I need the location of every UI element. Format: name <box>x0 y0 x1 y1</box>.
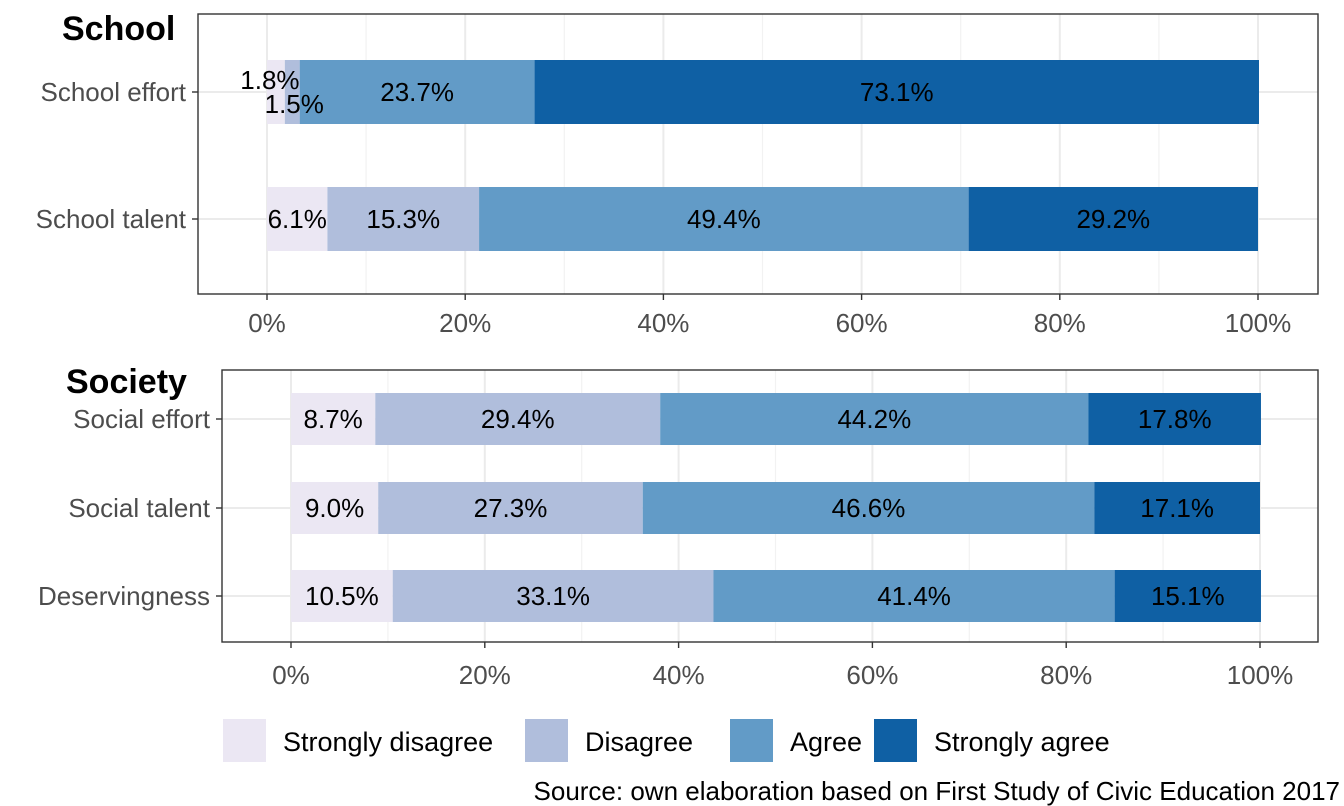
data-label-school-talent-agree: 49.4% <box>687 204 761 234</box>
legend-key-agree <box>730 719 773 762</box>
category-label-deservingness: Deservingness <box>38 581 210 611</box>
data-label-school-effort-strongly-disagree: 1.8% <box>240 65 299 95</box>
category-label-social-effort: Social effort <box>73 404 211 434</box>
x-tick-label: 100% <box>1227 660 1294 690</box>
bar-social-effort-strongly-disagree <box>291 393 376 445</box>
panel-school: 1.8%1.5% 23.7% 73.1% 6.1% 15.3% 49.4% 29.2% Sch… <box>36 10 1319 338</box>
data-label-social-effort-strongly-disagree: 8.7% <box>304 404 363 434</box>
x-tick-label: 20% <box>439 308 491 338</box>
x-tick-label: 0% <box>248 308 286 338</box>
category-label-school-talent: School talent <box>36 204 187 234</box>
data-label-school-talent-strongly-disagree: 6.1% <box>268 204 327 234</box>
legend: Strongly disagree Disagree Agree Strongly a… <box>223 719 1110 762</box>
bar-school-talent-strongly-disagree <box>267 187 328 251</box>
x-tick-label: 0% <box>272 660 310 690</box>
data-label-deservingness-strongly-agree: 15.1% <box>1151 581 1225 611</box>
data-label-social-talent-strongly-disagree: 9.0% <box>305 493 364 523</box>
x-tick-label: 40% <box>653 660 705 690</box>
bar-school-effort-disagree <box>284 60 300 124</box>
panel-border <box>221 369 1319 643</box>
bar-social-effort-agree <box>660 393 1089 445</box>
bar-school-effort-strongly-disagree <box>267 60 285 124</box>
bar-deservingness-agree <box>713 570 1115 622</box>
data-label-deservingness-agree: 41.4% <box>877 581 951 611</box>
x-tick-label: 80% <box>1040 660 1092 690</box>
legend-item-disagree: Disagree <box>525 719 693 762</box>
data-label-deservingness-strongly-disagree: 10.5% <box>305 581 379 611</box>
panel-title-school: School <box>62 10 175 48</box>
legend-key-strongly-disagree <box>223 719 266 762</box>
bar-school-talent-agree <box>479 187 969 251</box>
panel-title-society: Society <box>66 363 187 401</box>
bar-social-effort-disagree <box>375 393 661 445</box>
legend-key-strongly-agree <box>874 719 917 762</box>
data-label-deservingness-disagree: 33.1% <box>516 581 590 611</box>
category-label-social-talent: Social talent <box>68 493 210 523</box>
data-label-social-talent-disagree: 27.3% <box>474 493 548 523</box>
panel-society: 8.7% 29.4% 44.2% 17.8% 9.0% 27.3% 46.6% 17.1% 10… <box>38 363 1319 690</box>
legend-item-agree: Agree <box>730 719 862 762</box>
data-label-school-talent-disagree: 15.3% <box>366 204 440 234</box>
source-note: Source: own elaboration based on First S… <box>534 776 1340 806</box>
legend-label-strongly-agree: Strongly agree <box>934 727 1110 757</box>
data-label-social-effort-strongly-agree: 17.8% <box>1138 404 1212 434</box>
data-label-social-effort-disagree: 29.4% <box>481 404 555 434</box>
data-label-school-effort-disagree: 1.5% <box>265 89 324 119</box>
legend-item-strongly-disagree: Strongly disagree <box>223 719 493 762</box>
data-label-social-talent-strongly-agree: 17.1% <box>1140 493 1214 523</box>
legend-label-strongly-disagree: Strongly disagree <box>283 727 493 757</box>
bar-social-effort-strongly-agree <box>1088 393 1261 445</box>
bar-school-effort-strongly-agree <box>534 60 1259 124</box>
x-tick-label: 40% <box>637 308 689 338</box>
legend-key-disagree <box>525 719 568 762</box>
data-label-school-talent-strongly-agree: 29.2% <box>1076 204 1150 234</box>
bar-social-talent-agree <box>642 482 1095 534</box>
bar-deservingness-strongly-disagree <box>291 570 393 622</box>
legend-label-agree: Agree <box>790 727 862 757</box>
bar-school-talent-disagree <box>327 187 480 251</box>
chart-panels: 1.8%1.5% 23.7% 73.1% 6.1% 15.3% 49.4% 29.2% Sch… <box>36 10 1319 690</box>
x-tick-label: 60% <box>846 660 898 690</box>
x-tick-label: 60% <box>836 308 888 338</box>
x-tick-label: 100% <box>1225 308 1292 338</box>
category-label-school-effort: School effort <box>40 77 186 107</box>
bar-social-talent-strongly-agree <box>1094 482 1260 534</box>
data-label-social-talent-agree: 46.6% <box>832 493 906 523</box>
bar-social-talent-strongly-disagree <box>291 482 379 534</box>
x-tick-label: 80% <box>1034 308 1086 338</box>
panel-border <box>197 13 1319 295</box>
x-tick-label: 20% <box>459 660 511 690</box>
bar-school-talent-strongly-agree <box>968 187 1258 251</box>
data-label-school-effort-agree: 23.7% <box>380 77 454 107</box>
bar-school-effort-agree <box>299 60 535 124</box>
data-label-school-effort-strongly-agree: 73.1% <box>860 77 934 107</box>
legend-label-disagree: Disagree <box>585 727 693 757</box>
bar-deservingness-strongly-agree <box>1114 570 1261 622</box>
data-label-social-effort-agree: 44.2% <box>837 404 911 434</box>
legend-item-strongly-agree: Strongly agree <box>874 719 1110 762</box>
bar-deservingness-disagree <box>392 570 714 622</box>
bar-social-talent-disagree <box>378 482 643 534</box>
